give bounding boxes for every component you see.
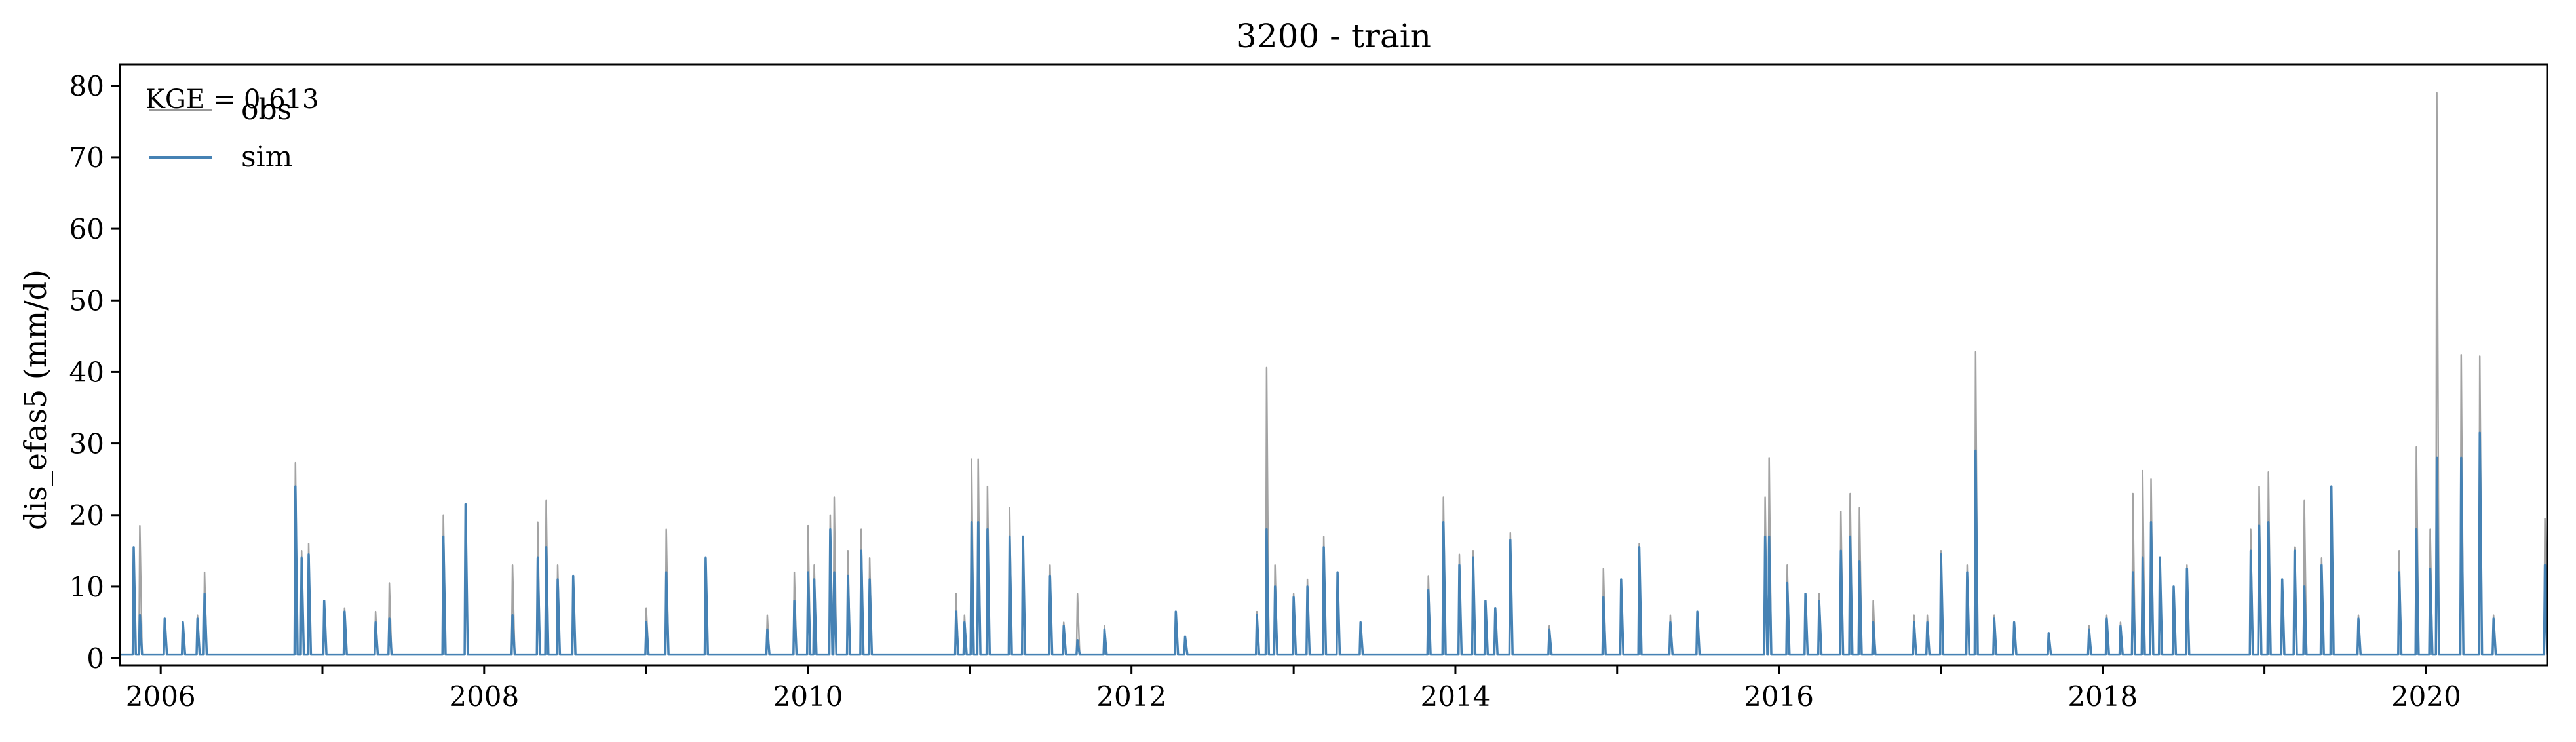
y-tick-label: 40 bbox=[69, 356, 104, 388]
series-obs-line bbox=[120, 92, 2548, 655]
x-axis-ticks: 2006 2008 2010 2012 2014 2016 2018 2020 bbox=[126, 665, 2461, 713]
chart-title: 3200 - train bbox=[1236, 17, 1431, 55]
legend-sim-label: sim bbox=[241, 140, 292, 174]
x-tick-label: 2006 bbox=[126, 680, 196, 713]
axes-frame bbox=[119, 63, 2548, 667]
x-tick-label: 2014 bbox=[1420, 680, 1490, 713]
x-tick-label: 2020 bbox=[2391, 680, 2461, 713]
legend: obs sim bbox=[149, 93, 292, 174]
x-tick-label: 2012 bbox=[1096, 680, 1166, 713]
x-tick-label: 2008 bbox=[449, 680, 519, 713]
y-tick-label: 30 bbox=[69, 428, 104, 460]
y-tick-label: 10 bbox=[69, 571, 104, 603]
kge-annotation: KGE = 0.613 bbox=[145, 85, 319, 115]
series-obs-path bbox=[120, 92, 2548, 655]
x-tick-label: 2010 bbox=[773, 680, 843, 713]
y-tick-label: 60 bbox=[69, 213, 104, 245]
y-tick-label: 0 bbox=[87, 642, 104, 674]
x-tick-label: 2018 bbox=[2067, 680, 2138, 713]
y-tick-label: 80 bbox=[69, 70, 104, 102]
legend-obs-label: obs bbox=[241, 93, 292, 127]
y-tick-label: 70 bbox=[69, 142, 104, 174]
y-tick-label: 50 bbox=[69, 284, 104, 317]
y-tick-label: 20 bbox=[69, 499, 104, 532]
y-axis-label: dis_efas5 (mm/d) bbox=[18, 269, 53, 530]
series-sim-path bbox=[120, 431, 2548, 656]
y-axis-ticks: 0 10 20 30 40 50 60 70 80 bbox=[69, 70, 120, 674]
series-sim-line bbox=[120, 431, 2548, 656]
x-tick-label: 2016 bbox=[1744, 680, 1814, 713]
plot-area bbox=[120, 92, 2548, 656]
